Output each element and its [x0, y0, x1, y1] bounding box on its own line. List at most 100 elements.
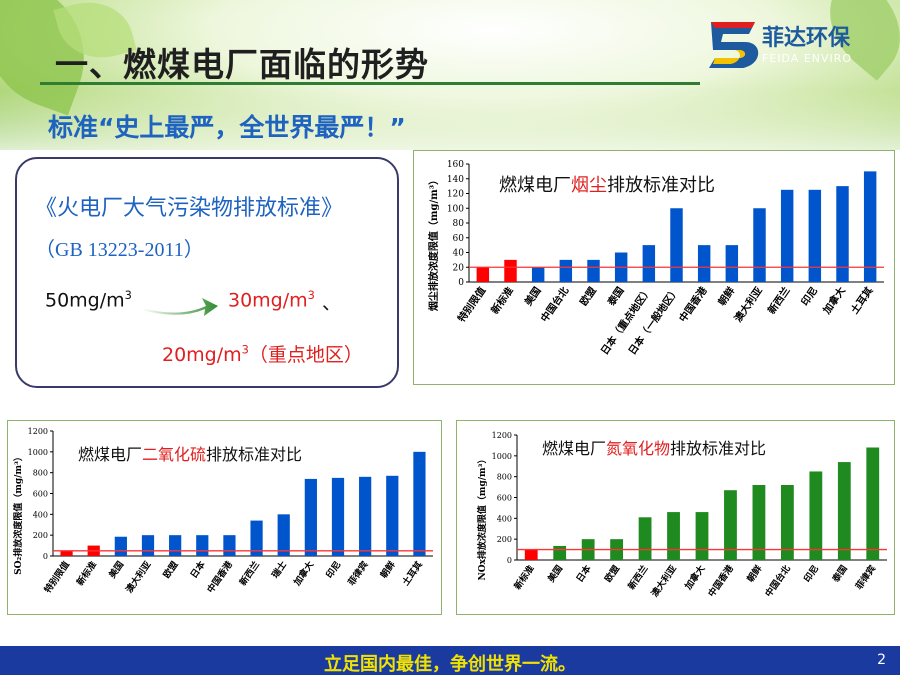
nox-category-label: 印尼 — [801, 563, 821, 585]
so2-bar — [331, 477, 345, 556]
nox-bar — [695, 512, 709, 560]
so2-y-tick-label: 800 — [33, 469, 48, 478]
nox-bar — [780, 485, 794, 560]
so2-category-label: 新西兰 — [237, 559, 262, 588]
so2-y-tick-label: 1200 — [28, 427, 48, 436]
nox-y-tick-label: 200 — [497, 535, 512, 544]
standard-name: 《火电厂大气污染物排放标准》 — [35, 196, 344, 221]
nox-y-axis-label: NOx排放浓度限值（mg/m³） — [476, 454, 488, 580]
dust-chart-title: 燃煤电厂烟尘排放标准对比 — [499, 175, 715, 196]
dust-bar — [836, 186, 849, 282]
logo-text-cn: 菲达环保 — [762, 26, 851, 51]
nox-y-tick-label: 1200 — [492, 431, 512, 440]
so2-bar — [304, 478, 317, 556]
dust-y-tick-label: 40 — [453, 249, 465, 259]
so2-bar — [386, 475, 399, 556]
dust-y-tick-label: 120 — [447, 190, 464, 200]
nox-category-label: 新标准 — [511, 563, 536, 592]
so2-chart-title: 燃煤电厂二氧化硫排放标准对比 — [78, 445, 303, 464]
so2-category-label: 美国 — [106, 559, 126, 581]
dust-bar — [697, 245, 711, 282]
so2-bar — [277, 514, 290, 556]
so2-bar — [141, 535, 155, 556]
dust-category-label: 美国 — [522, 284, 544, 308]
nox-category-label: 泰国 — [829, 563, 850, 585]
standard-box — [15, 157, 399, 388]
standard-code: （GB 13223-2011） — [35, 239, 204, 261]
key-area-limit: 20mg/m3（重点地区） — [162, 342, 363, 366]
nox-category-label: 中国台北 — [762, 563, 792, 599]
so2-category-label: 澳大利亚 — [123, 559, 153, 595]
old-limit: 50mg/m3 — [45, 288, 132, 312]
nox-bar — [667, 512, 680, 560]
dust-category-label: 新西兰 — [765, 284, 793, 316]
so2-bar — [250, 520, 263, 556]
dust-category-label: 中国台北 — [538, 284, 572, 324]
nox-category-label: 菲律宾 — [853, 563, 878, 592]
nox-bar — [524, 549, 538, 560]
dust-bar — [780, 189, 794, 282]
dust-bar — [642, 245, 656, 282]
dust-chart: 0 20 40 60 80 100 120 140 160 烟尘排放浓度限值（mg/m³） 特别限值… — [427, 160, 884, 357]
nox-bar — [638, 517, 652, 560]
dust-y-tick-label: 140 — [447, 175, 464, 185]
dust-bar — [476, 267, 490, 282]
so2-category-label: 朝鲜 — [378, 559, 398, 581]
dust-category-label: 特别限值 — [455, 284, 489, 324]
so2-bar — [114, 536, 127, 556]
so2-category-label: 日本 — [188, 558, 209, 580]
dust-category-label: 新标准 — [488, 284, 516, 316]
so2-category-label: 瑞士 — [269, 559, 289, 581]
slide-title: 一、燃煤电厂面临的形势 — [55, 45, 429, 84]
dust-chart-panel: 0 20 40 60 80 100 120 140 160 烟尘排放浓度限值（mg/m³） 特别限值… — [413, 150, 895, 385]
so2-bar — [413, 451, 426, 556]
so2-category-label: 欧盟 — [160, 559, 180, 581]
so2-category-label: 特别限值 — [42, 559, 72, 595]
dust-bar — [504, 259, 517, 282]
dust-y-tick-label: 20 — [453, 263, 465, 273]
nox-category-label: 澳大利亚 — [649, 563, 679, 599]
dust-bar — [725, 245, 739, 282]
dust-category-label: 印尼 — [799, 285, 820, 308]
dust-y-tick-label: 0 — [458, 278, 464, 288]
nox-bar — [724, 490, 737, 560]
so2-chart-panel: 0 200 400 600 800 1000 1200 SO₂排放浓度限值（mg/m³） 特别限… — [7, 420, 442, 615]
arrow-right-icon — [142, 298, 218, 316]
nox-y-tick-label: 600 — [497, 494, 512, 503]
dust-y-tick-label: 100 — [447, 204, 464, 214]
nox-y-tick-label: 0 — [507, 556, 512, 565]
nox-category-label: 新西兰 — [625, 563, 650, 592]
dust-bar — [670, 208, 683, 282]
dust-category-label: 日本（重点地区） — [598, 284, 655, 357]
dust-bar — [753, 208, 766, 282]
page-number: 2 — [877, 652, 886, 668]
so2-category-label: 新标准 — [74, 559, 99, 588]
dust-category-label: 朝鲜 — [715, 284, 737, 308]
feida-logo-icon — [709, 22, 759, 68]
nox-bar — [809, 471, 823, 560]
nox-chart-title: 燃煤电厂氮氧化物排放标准对比 — [542, 439, 767, 458]
dust-category-label: 中国香港 — [676, 283, 710, 324]
so2-y-tick-label: 400 — [33, 510, 48, 519]
dust-bar — [808, 189, 822, 282]
so2-bar — [223, 535, 236, 556]
nox-category-label: 美国 — [545, 563, 565, 585]
so2-y-axis-label: SO₂排放浓度限值（mg/m³） — [12, 452, 24, 575]
so2-bar — [196, 535, 209, 556]
nox-category-label: 欧盟 — [602, 563, 622, 585]
nox-y-tick-label: 400 — [497, 514, 512, 523]
so2-y-tick-label: 200 — [33, 531, 48, 540]
new-limit: 30mg/m3 — [228, 288, 315, 312]
dust-category-label: 泰国 — [604, 284, 627, 309]
so2-chart: 0 200 400 600 800 1000 1200 SO₂排放浓度限值（mg/m³） 特别限… — [12, 427, 433, 595]
logo-text-en: FEIDA ENVIRO — [762, 52, 853, 65]
nox-bar — [837, 462, 851, 560]
so2-category-label: 印尼 — [323, 559, 343, 581]
dust-bar — [863, 171, 877, 282]
nox-category-label: 朝鲜 — [744, 563, 764, 585]
so2-bar — [359, 476, 372, 556]
slide-subtitle: 标准“史上最严，全世界最严！” — [48, 113, 406, 142]
dust-category-label: 澳大利亚 — [731, 284, 765, 324]
title-underline — [40, 82, 700, 85]
dust-y-tick-label: 60 — [453, 234, 465, 244]
